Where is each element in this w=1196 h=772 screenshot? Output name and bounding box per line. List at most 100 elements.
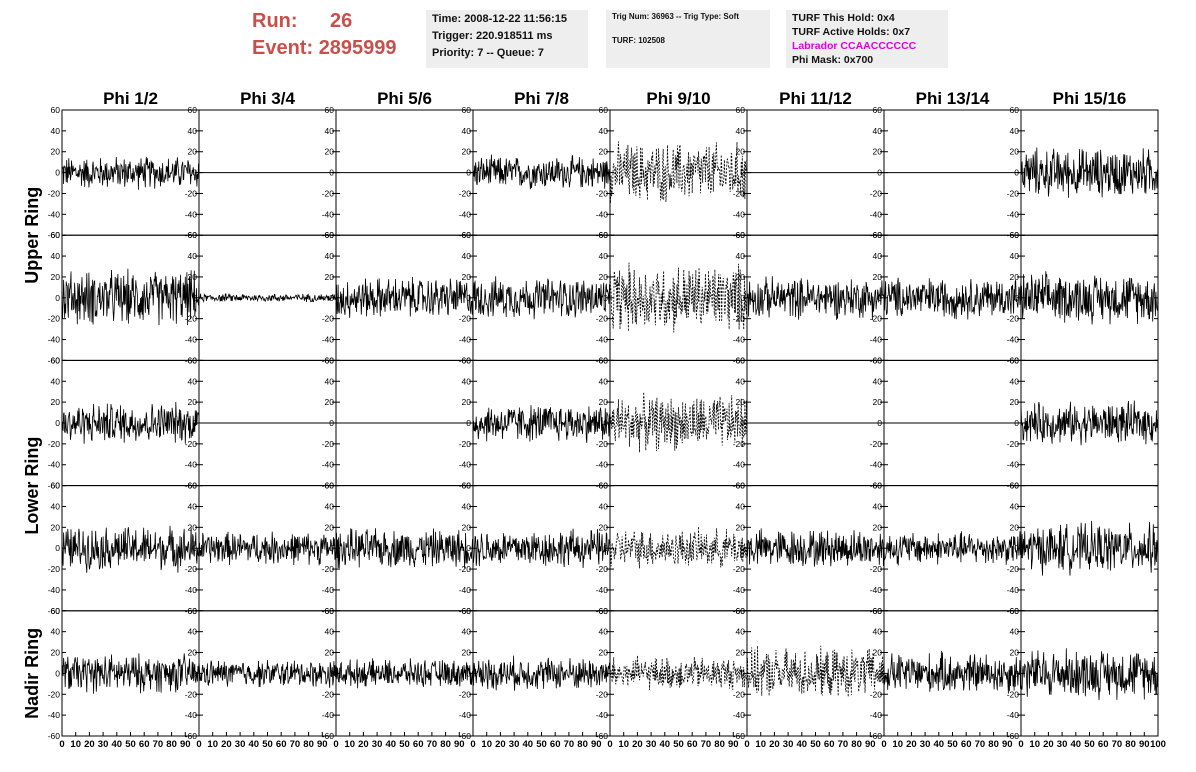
waveform-trace [1020,400,1159,446]
y-tick-label: 0 [1014,543,1019,553]
x-tick-label: 80 [1125,739,1136,750]
y-tick-label: 0 [740,668,745,678]
waveform-trace [609,141,748,204]
waveform-trace [609,526,748,569]
x-tick-label: 30 [372,739,383,750]
x-tick-label: 40 [523,739,534,750]
y-tick-label: 20 [188,648,198,658]
waveform-trace [1020,271,1159,325]
y-tick-label: 20 [325,522,335,532]
x-tick-label: 80 [166,739,177,750]
y-tick-label: 0 [603,168,608,178]
y-tick-label: -40 [322,335,335,345]
y-tick-label: 60 [736,230,746,240]
event-value: 2895999 [318,37,397,59]
y-tick-label: -20 [185,314,198,324]
y-tick-label: -20 [48,689,61,699]
y-tick-label: 20 [325,397,335,407]
y-tick-label: -40 [48,460,61,470]
x-tick-label: 60 [413,739,424,750]
y-tick-label: -20 [322,689,335,699]
y-tick-label: 20 [873,397,883,407]
y-tick-label: 40 [736,627,746,637]
y-tick-label: 20 [1010,272,1020,282]
x-tick-label: 70 [153,739,164,750]
waveform-trace [198,531,337,566]
y-tick-label: -40 [459,335,472,345]
y-tick-label: -40 [322,585,335,595]
y-tick-label: 60 [873,355,883,365]
y-tick-label: -40 [1007,460,1020,470]
y-tick-label: -20 [733,188,746,198]
y-tick-label: -60 [459,731,472,741]
y-tick-label: 40 [599,126,609,136]
y-tick-label: 60 [1010,105,1020,115]
y-tick-label: -20 [459,188,472,198]
y-tick-label: 0 [740,418,745,428]
run-label: Run: [252,10,298,32]
x-tick-label: 50 [536,739,547,750]
y-tick-label: 20 [188,147,198,157]
y-tick-label: 0 [466,543,471,553]
time-info-panel: Time: 2008-12-22 11:56:15 Trigger: 220.9… [426,10,588,68]
panel-frame [746,610,885,737]
y-tick-label: 20 [51,272,61,282]
run-event-box: Run: 26 Event: 2895999 [252,8,397,62]
y-tick-label: 40 [736,126,746,136]
y-tick-label: 60 [873,230,883,240]
y-tick-label: 40 [188,126,198,136]
y-tick-label: 60 [873,481,883,491]
x-tick-label: 10 [344,739,355,750]
y-tick-label: -20 [459,564,472,574]
y-tick-label: 40 [325,251,335,261]
y-tick-label: 20 [51,147,61,157]
y-tick-label: 40 [325,501,335,511]
x-tick-label: 60 [139,739,150,750]
y-tick-label: -40 [870,209,883,219]
y-tick-label: -40 [322,710,335,720]
waveform-trace [61,156,200,190]
x-tick-label: 20 [1043,739,1054,750]
y-tick-label: -20 [459,314,472,324]
y-tick-label: 60 [188,481,198,491]
waveform-trace [1020,648,1159,701]
x-tick-label: 80 [988,739,999,750]
x-tick-label: 90 [728,739,739,750]
y-tick-label: -20 [596,689,609,699]
y-tick-label: -60 [48,606,61,616]
y-tick-label: 0 [1014,418,1019,428]
waveform-trace [472,154,611,190]
y-tick-label: 60 [1010,230,1020,240]
y-tick-label: -60 [870,731,883,741]
waveform-trace [335,528,474,569]
y-tick-label: 40 [873,376,883,386]
trigger-line: Trigger: 220.918511 ms [432,30,553,42]
y-tick-label: 40 [188,376,198,386]
y-tick-label: 40 [462,627,472,637]
y-tick-label: 20 [325,272,335,282]
waveform-trace [61,653,200,694]
y-tick-label: -40 [733,585,746,595]
x-tick-label: 50 [1084,739,1095,750]
y-tick-label: 20 [51,648,61,658]
waveform-trace [609,260,748,333]
ring-label: Nadir Ring [22,628,42,719]
x-tick-label: 40 [660,739,671,750]
y-tick-label: -20 [322,564,335,574]
y-tick-label: 60 [599,355,609,365]
y-tick-label: 40 [736,501,746,511]
y-tick-label: 60 [873,606,883,616]
y-tick-label: 0 [192,168,197,178]
x-tick-label: 0 [881,739,886,750]
x-tick-label: 50 [673,739,684,750]
y-tick-label: 40 [51,501,61,511]
y-tick-label: -20 [596,564,609,574]
y-tick-label: -60 [48,230,61,240]
y-tick-label: 20 [325,147,335,157]
waveform-trace [746,276,885,321]
y-tick-label: -20 [322,188,335,198]
y-tick-label: 20 [599,272,609,282]
y-tick-label: 20 [51,397,61,407]
y-tick-label: 40 [462,376,472,386]
x-tick-label: 100 [1150,739,1166,750]
